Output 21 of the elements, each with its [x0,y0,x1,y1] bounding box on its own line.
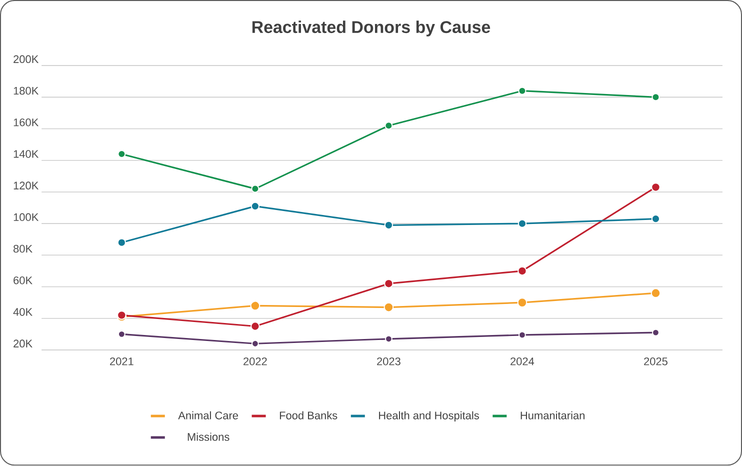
legend-label: Animal Care [178,411,238,420]
y-tick-label: 40K [13,308,32,316]
y-tick-label: 80K [14,245,32,253]
y-tick-label: 20K [14,340,32,348]
x-tick-label: 2021 [110,358,134,366]
y-tick-label: 140K [14,150,39,158]
y-tick-label: 100K [14,213,39,222]
x-tick-label: 2022 [244,358,267,366]
legend-label: Health and Hospitals [379,411,479,422]
y-tick-label: 180K [14,87,39,95]
x-tick-label: 2023 [377,358,400,366]
y-tick-label: 60K [14,276,32,284]
x-tick-label: 2024 [510,358,534,366]
legend-label: Missions [188,432,230,441]
y-tick-label: 120K [14,182,39,190]
legend-label: Food Banks [280,411,338,420]
chart-title: Reactivated Donors by Cause [252,20,490,37]
y-tick-label: 160K [14,118,39,126]
legend-label: Humanitarian [520,411,584,420]
y-tick-label: 200K [14,55,39,64]
x-tick-label: 2025 [644,358,668,366]
